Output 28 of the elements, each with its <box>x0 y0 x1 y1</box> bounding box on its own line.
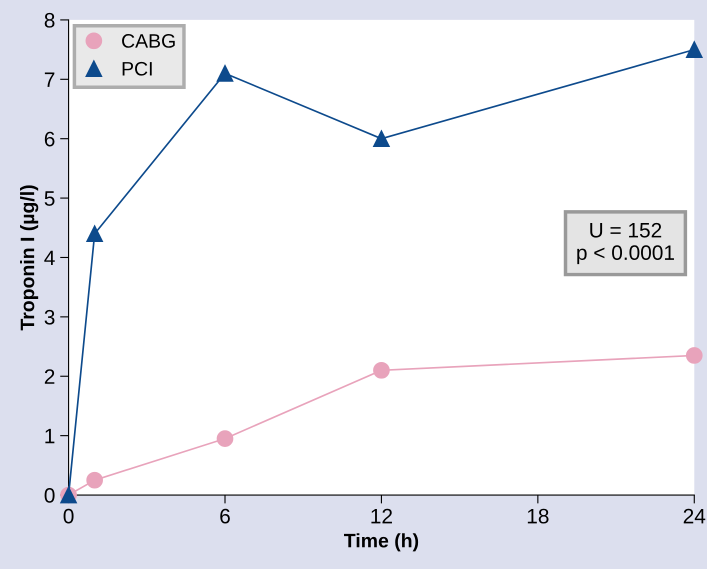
point <box>686 41 703 58</box>
y-tick-label: 4 <box>44 250 55 266</box>
y-axis-title: Troponin I (µg/l) <box>20 185 38 330</box>
point <box>86 472 103 489</box>
x-tick-label: 24 <box>684 508 706 524</box>
y-tick-label: 2 <box>44 369 54 384</box>
legend-label: CABG <box>122 34 175 48</box>
y-tick-label: 6 <box>44 132 54 146</box>
annotation: U = 152 <box>590 222 662 238</box>
point <box>373 362 390 379</box>
y-tick-label: 1 <box>45 428 54 444</box>
point <box>373 130 390 148</box>
annotation: p < 0.0001 <box>577 245 674 264</box>
legend-label: PCI <box>122 62 152 76</box>
x-tick-label: 12 <box>371 508 392 524</box>
y-tick-label: 7 <box>44 72 54 87</box>
point <box>216 430 234 447</box>
point <box>216 65 234 82</box>
y-tick-label: 5 <box>44 191 55 206</box>
x-tick-label: 0 <box>64 508 74 524</box>
point <box>686 347 703 364</box>
x-axis-title: Time (h) <box>344 533 418 552</box>
x-tick-label: 6 <box>220 508 230 524</box>
x-tick-label: 18 <box>528 508 549 524</box>
y-tick-label: 8 <box>44 12 54 28</box>
y-tick-label: 0 <box>44 488 55 503</box>
y-tick-label: 3 <box>44 310 54 325</box>
point <box>86 225 103 242</box>
